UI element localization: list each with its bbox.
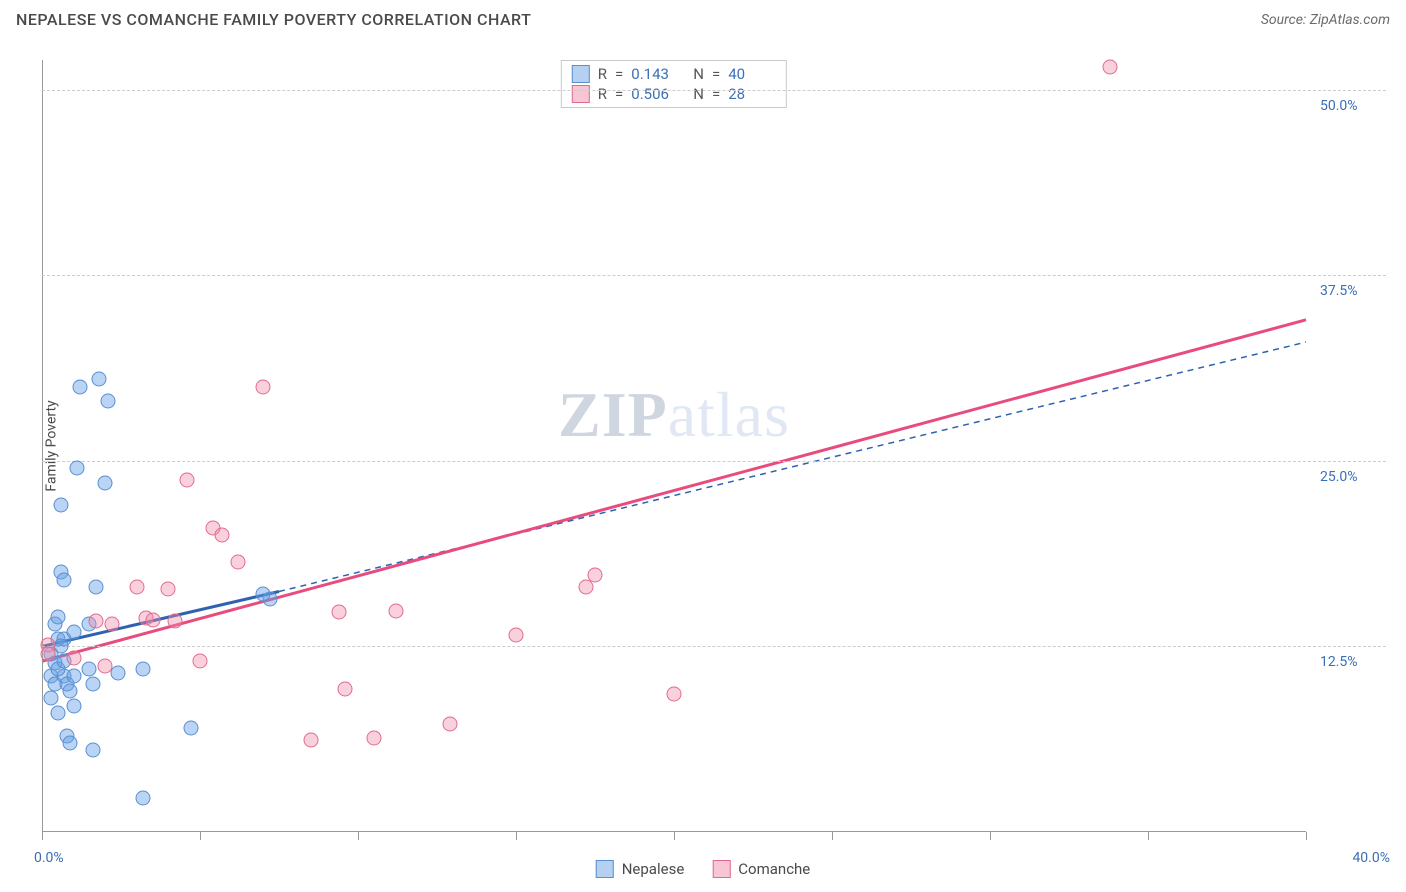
chart-title: NEPALESE VS COMANCHE FAMILY POVERTY CORR…: [16, 10, 531, 29]
x-tick: [1148, 832, 1149, 840]
data-point-comanche: [338, 682, 353, 697]
data-point-comanche: [256, 379, 271, 394]
y-axis-line: [42, 60, 43, 832]
gridline-h: [42, 90, 1386, 91]
x-tick: [832, 832, 833, 840]
data-point-comanche: [129, 580, 144, 595]
data-point-nepalese: [136, 661, 151, 676]
data-point-nepalese: [66, 624, 81, 639]
trend-lines-svg: [42, 60, 1306, 832]
series-legend: Nepalese Comanche: [596, 860, 811, 878]
data-point-nepalese: [66, 698, 81, 713]
data-point-nepalese: [63, 683, 78, 698]
x-tick: [358, 832, 359, 840]
y-tick-label: 50.0%: [1320, 98, 1390, 114]
data-point-nepalese: [85, 676, 100, 691]
legend-label-comanche: Comanche: [738, 860, 810, 878]
data-point-nepalese: [85, 743, 100, 758]
data-point-comanche: [578, 580, 593, 595]
gridline-h: [42, 646, 1386, 647]
swatch-nepalese: [596, 860, 614, 878]
y-tick-label: 25.0%: [1320, 469, 1390, 485]
trend-solid-nepalese: [42, 591, 279, 646]
data-point-nepalese: [110, 666, 125, 681]
data-point-comanche: [667, 686, 682, 701]
y-tick-label: 37.5%: [1320, 283, 1390, 299]
x-tick: [1306, 832, 1307, 840]
data-point-comanche: [180, 473, 195, 488]
data-point-comanche: [388, 603, 403, 618]
legend-label-nepalese: Nepalese: [622, 860, 685, 878]
data-point-comanche: [366, 731, 381, 746]
data-point-nepalese: [91, 372, 106, 387]
data-point-comanche: [88, 614, 103, 629]
data-point-nepalese: [50, 706, 65, 721]
trend-solid-comanche: [42, 320, 1306, 661]
x-tick: [42, 832, 43, 840]
legend-item-comanche: Comanche: [712, 860, 810, 878]
data-point-nepalese: [256, 587, 271, 602]
data-point-comanche: [167, 614, 182, 629]
data-point-nepalese: [44, 691, 59, 706]
gridline-h: [42, 275, 1386, 276]
gridline-h: [42, 461, 1386, 462]
data-point-nepalese: [136, 790, 151, 805]
x-axis-max-label: 40.0%: [1352, 850, 1390, 866]
data-point-nepalese: [183, 721, 198, 736]
data-point-comanche: [215, 528, 230, 543]
data-point-comanche: [41, 646, 56, 661]
data-point-nepalese: [53, 498, 68, 513]
data-point-comanche: [332, 605, 347, 620]
x-axis-min-label: 0.0%: [34, 850, 64, 866]
data-point-comanche: [303, 732, 318, 747]
data-point-nepalese: [82, 661, 97, 676]
data-point-comanche: [1103, 60, 1118, 75]
data-point-comanche: [230, 554, 245, 569]
data-point-nepalese: [72, 379, 87, 394]
chart-header: NEPALESE VS COMANCHE FAMILY POVERTY CORR…: [0, 0, 1406, 35]
x-tick: [674, 832, 675, 840]
data-point-nepalese: [101, 394, 116, 409]
data-point-nepalese: [63, 735, 78, 750]
data-point-comanche: [442, 716, 457, 731]
data-point-nepalese: [50, 609, 65, 624]
data-point-nepalese: [98, 476, 113, 491]
data-point-comanche: [509, 627, 524, 642]
data-point-comanche: [161, 581, 176, 596]
data-point-nepalese: [88, 580, 103, 595]
y-tick-label: 12.5%: [1320, 654, 1390, 670]
chart-plot-area: ZIPatlas R = 0.143 N = 40 R = 0.506 N = …: [42, 60, 1306, 832]
data-point-nepalese: [69, 461, 84, 476]
data-point-nepalese: [66, 669, 81, 684]
data-point-comanche: [66, 651, 81, 666]
swatch-comanche: [712, 860, 730, 878]
data-point-comanche: [145, 612, 160, 627]
x-tick: [200, 832, 201, 840]
data-point-comanche: [104, 617, 119, 632]
x-tick: [516, 832, 517, 840]
data-point-nepalese: [57, 572, 72, 587]
legend-item-nepalese: Nepalese: [596, 860, 685, 878]
source-label: Source: ZipAtlas.com: [1261, 12, 1390, 28]
data-point-comanche: [193, 654, 208, 669]
x-tick: [990, 832, 991, 840]
data-point-comanche: [98, 658, 113, 673]
